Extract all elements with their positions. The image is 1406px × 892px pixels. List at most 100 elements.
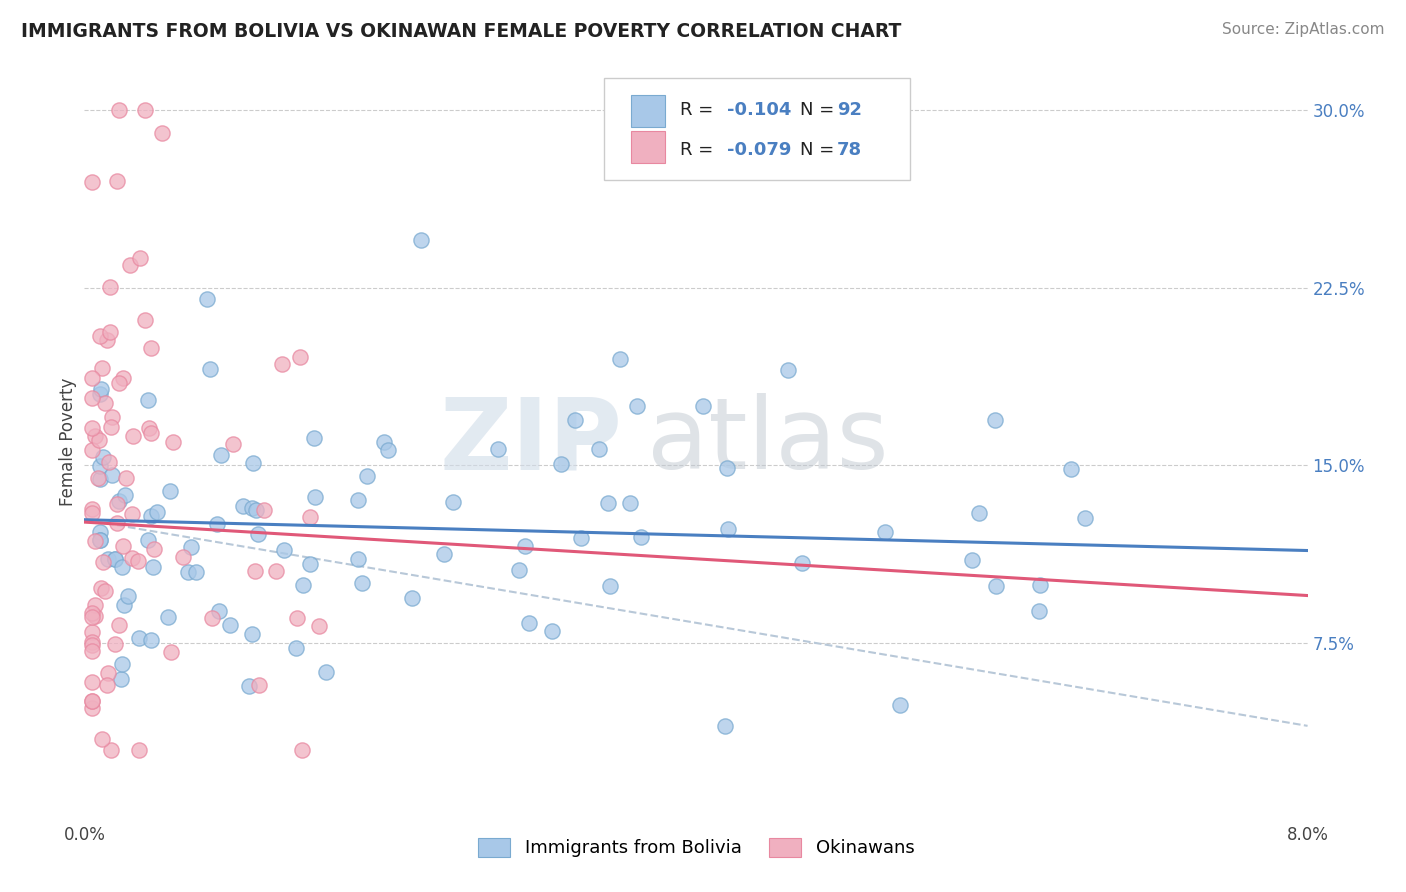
Point <box>104 636 127 650</box>
Text: IMMIGRANTS FROM BOLIVIA VS OKINAWAN FEMALE POVERTY CORRELATION CHART: IMMIGRANTS FROM BOLIVIA VS OKINAWAN FEMA… <box>21 22 901 41</box>
Point <box>967 506 990 520</box>
Point <box>96 333 118 347</box>
Point <box>98 325 121 339</box>
Point <box>346 492 368 507</box>
Point <box>541 624 564 638</box>
Point <box>717 522 740 536</box>
Point <box>714 719 737 733</box>
Point <box>776 363 799 377</box>
Point <box>609 351 631 366</box>
Text: atlas: atlas <box>647 393 889 490</box>
Point <box>80 442 103 457</box>
Point <box>80 506 103 520</box>
Point <box>409 233 432 247</box>
Y-axis label: Female Poverty: Female Poverty <box>59 377 77 506</box>
Point <box>80 175 103 189</box>
Point <box>984 413 1007 427</box>
Point <box>129 251 152 265</box>
Point <box>100 420 122 434</box>
Point <box>104 552 127 566</box>
FancyBboxPatch shape <box>605 78 910 180</box>
Point <box>159 483 181 498</box>
Point <box>242 456 264 470</box>
Point <box>84 533 107 548</box>
Point <box>120 258 142 272</box>
Point <box>80 391 103 405</box>
Point <box>80 644 103 658</box>
Point <box>97 552 120 566</box>
Point <box>247 526 270 541</box>
Point <box>89 533 111 547</box>
Point <box>304 490 326 504</box>
Point <box>889 698 911 712</box>
Point <box>91 555 114 569</box>
Point <box>1060 461 1083 475</box>
Point <box>288 350 311 364</box>
Point <box>105 174 128 188</box>
FancyBboxPatch shape <box>631 95 665 127</box>
Point <box>198 362 221 376</box>
Point <box>112 371 135 385</box>
Point <box>80 675 103 690</box>
Point <box>875 525 897 540</box>
Point <box>308 619 330 633</box>
Point <box>97 454 120 468</box>
Point <box>486 442 509 457</box>
Point <box>195 293 218 307</box>
Point <box>790 556 813 570</box>
Point <box>184 566 207 580</box>
Point <box>96 678 118 692</box>
Point <box>205 517 228 532</box>
Text: N =: N = <box>800 141 839 159</box>
Point <box>80 694 103 708</box>
Point <box>299 557 322 571</box>
Point <box>157 610 180 624</box>
Point <box>209 448 232 462</box>
Point <box>80 606 103 620</box>
Point <box>136 392 159 407</box>
Point <box>373 434 395 449</box>
Point <box>107 618 129 632</box>
Point <box>984 579 1007 593</box>
Point <box>138 421 160 435</box>
Point <box>80 701 103 715</box>
Point <box>87 471 110 485</box>
Text: ZIP: ZIP <box>440 393 623 490</box>
Point <box>160 645 183 659</box>
Point <box>107 493 129 508</box>
Point <box>121 550 143 565</box>
Point <box>100 742 122 756</box>
Point <box>550 458 572 472</box>
Point <box>89 459 111 474</box>
Point <box>141 425 163 440</box>
Point <box>80 624 103 639</box>
Point <box>112 539 135 553</box>
Point <box>121 507 143 521</box>
Point <box>98 280 121 294</box>
Point <box>433 548 456 562</box>
Point <box>292 578 315 592</box>
Point <box>94 583 117 598</box>
Point <box>350 575 373 590</box>
Point <box>519 615 541 630</box>
Point <box>114 488 136 502</box>
Point <box>513 539 536 553</box>
Point <box>285 611 308 625</box>
Text: R =: R = <box>681 141 718 159</box>
Point <box>271 358 294 372</box>
Point <box>1029 578 1052 592</box>
Point <box>139 632 162 647</box>
Point <box>180 540 202 554</box>
Point <box>1074 510 1097 524</box>
Point <box>110 673 132 687</box>
Point <box>112 598 135 612</box>
Point <box>401 591 423 605</box>
Point <box>90 581 112 595</box>
Point <box>107 376 129 390</box>
Point <box>162 434 184 449</box>
Point <box>152 126 174 140</box>
Point <box>599 579 621 593</box>
Point <box>356 469 378 483</box>
Point <box>508 563 530 577</box>
Point <box>200 611 222 625</box>
